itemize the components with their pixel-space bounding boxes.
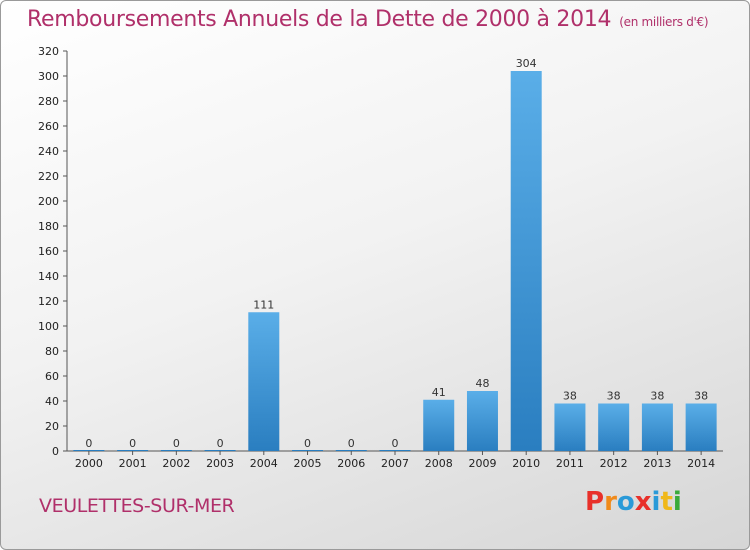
logo-letter: t: [660, 487, 673, 517]
bar-value-label: 111: [253, 298, 274, 311]
chart-bars: 0 0 0 0 111 0 0 0 41 48 304 38 38 38 38: [73, 57, 717, 451]
chart-unit: (en milliers d'€): [619, 15, 709, 29]
y-tick-label: 220: [38, 170, 59, 183]
x-tick-label: 2005: [294, 457, 322, 470]
y-tick-label: 320: [38, 45, 59, 58]
chart-axes: 0 20 40 60 80 100 120 140 160 180 200 220 240 260 280 3…: [38, 45, 723, 470]
logo-letter: i: [651, 487, 661, 517]
bar-value-label: 38: [650, 390, 664, 403]
x-tick-label: 2013: [643, 457, 671, 470]
x-tick-label: 2009: [468, 457, 496, 470]
bar-value-label: 41: [432, 386, 446, 399]
bar-value-label: 38: [563, 390, 577, 403]
y-tick-label: 60: [45, 370, 59, 383]
x-tick-label: 2002: [162, 457, 190, 470]
x-tick-label: 2006: [337, 457, 365, 470]
x-tick-label: 2011: [556, 457, 584, 470]
x-tick-label: 2003: [206, 457, 234, 470]
x-tick-label: 2010: [512, 457, 540, 470]
bar-value-label: 0: [304, 437, 311, 450]
y-tick-label: 20: [45, 420, 59, 433]
y-tick-label: 180: [38, 220, 59, 233]
bar: [554, 403, 586, 451]
y-tick-label: 240: [38, 145, 59, 158]
logo-letter: P: [585, 487, 605, 517]
bar-value-label: 304: [516, 57, 537, 70]
bar-value-label: 0: [85, 437, 92, 450]
bar: [466, 391, 498, 451]
place-name: VEULETTES-SUR-MER: [39, 495, 235, 517]
x-tick-label: 2014: [687, 457, 715, 470]
bar: [641, 403, 673, 451]
bar: [685, 403, 717, 451]
y-tick-label: 100: [38, 320, 59, 333]
bar-value-label: 38: [694, 390, 708, 403]
bar-value-label: 0: [348, 437, 355, 450]
x-tick-label: 2001: [119, 457, 147, 470]
bar: [510, 71, 542, 451]
y-tick-label: 120: [38, 295, 59, 308]
logo-letter: i: [672, 487, 682, 517]
x-tick-label: 2008: [425, 457, 453, 470]
y-tick-label: 80: [45, 345, 59, 358]
bar: [598, 403, 630, 451]
chart-title-text: Remboursements Annuels de la Dette de 20…: [27, 7, 612, 32]
y-tick-label: 40: [45, 395, 59, 408]
chart-title: Remboursements Annuels de la Dette de 20…: [27, 7, 709, 32]
y-tick-label: 140: [38, 270, 59, 283]
y-tick-label: 300: [38, 70, 59, 83]
y-tick-label: 280: [38, 95, 59, 108]
logo-letter: x: [634, 487, 652, 517]
logo-letter: r: [604, 487, 617, 517]
x-tick-label: 2012: [600, 457, 628, 470]
x-tick-label: 2007: [381, 457, 409, 470]
y-tick-label: 260: [38, 120, 59, 133]
x-tick-label: 2004: [250, 457, 278, 470]
bar-value-label: 0: [129, 437, 136, 450]
logo-letter: o: [616, 487, 635, 517]
y-tick-label: 160: [38, 245, 59, 258]
bar: [248, 312, 280, 451]
y-tick-label: 0: [52, 445, 59, 458]
x-tick-label: 2000: [75, 457, 103, 470]
bar-value-label: 48: [475, 377, 489, 390]
bar-value-label: 0: [392, 437, 399, 450]
bar: [423, 399, 455, 451]
proxiti-logo: Proxiti: [585, 487, 682, 517]
y-tick-label: 200: [38, 195, 59, 208]
bar-value-label: 38: [607, 390, 621, 403]
bar-value-label: 0: [173, 437, 180, 450]
bar-value-label: 0: [217, 437, 224, 450]
